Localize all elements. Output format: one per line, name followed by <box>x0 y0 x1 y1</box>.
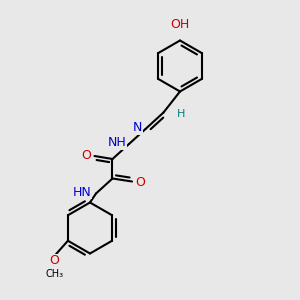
Text: O: O <box>135 176 145 189</box>
Text: N: N <box>133 121 142 134</box>
Text: OH: OH <box>170 18 190 32</box>
Text: NH: NH <box>108 136 127 149</box>
Text: CH₃: CH₃ <box>45 269 64 279</box>
Text: O: O <box>50 254 59 267</box>
Text: O: O <box>82 148 92 162</box>
Text: H: H <box>177 109 185 119</box>
Text: HN: HN <box>73 185 92 199</box>
